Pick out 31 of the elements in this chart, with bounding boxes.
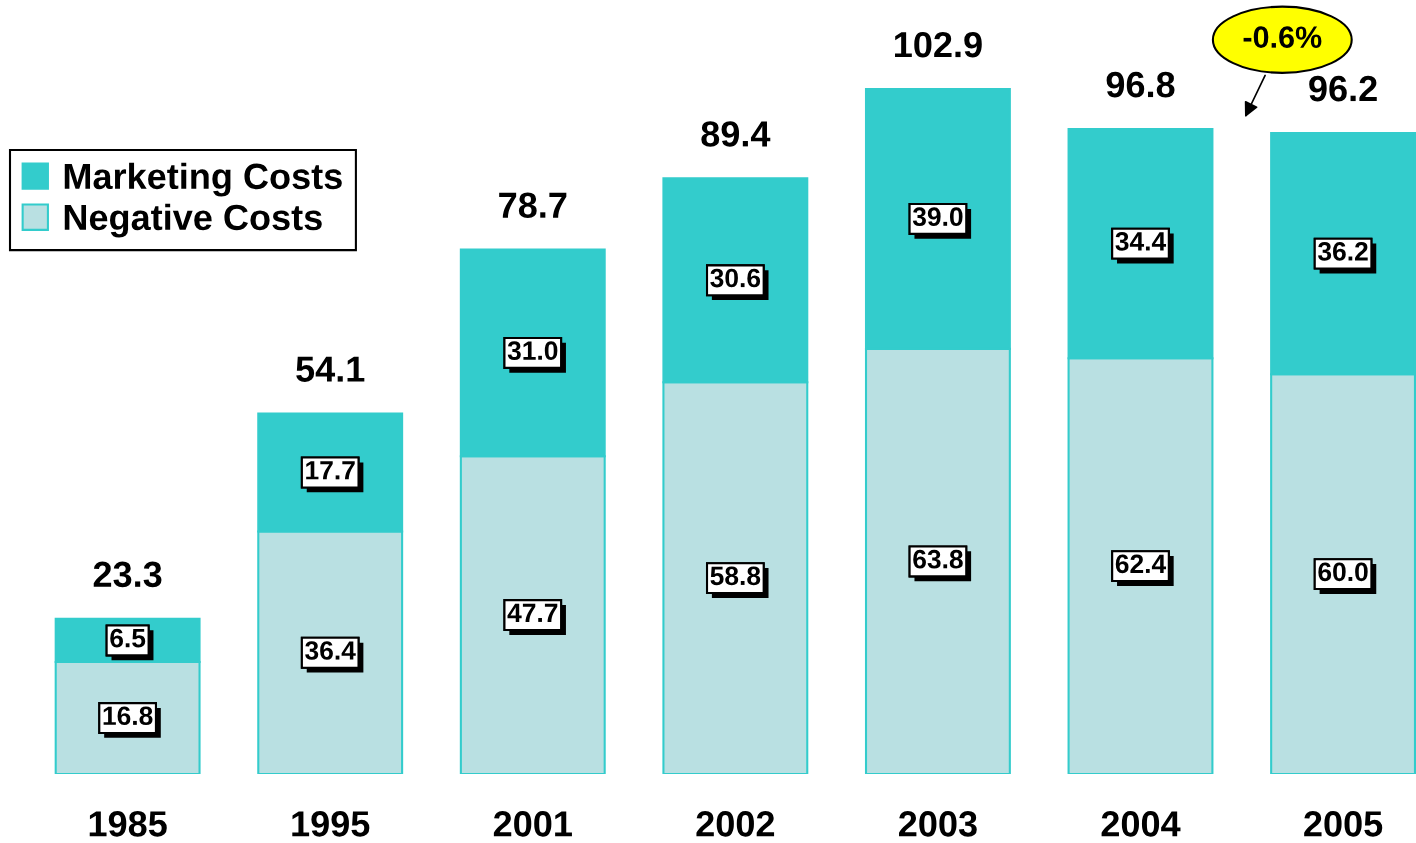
data-label: 30.6 bbox=[710, 268, 761, 288]
legend-label: Negative Costs bbox=[64, 203, 322, 238]
data-label: 36.2 bbox=[1318, 242, 1368, 261]
total-label: 54.1 bbox=[296, 356, 365, 382]
data-label: 31.0 bbox=[507, 341, 558, 361]
data-label: 47.7 bbox=[507, 603, 558, 622]
data-label: 16.8 bbox=[103, 706, 153, 726]
x-tick-label: 1985 bbox=[89, 811, 167, 837]
total-label: 96.2 bbox=[1309, 75, 1377, 102]
legend-label: Marketing Costs bbox=[64, 162, 342, 197]
data-label: 58.8 bbox=[710, 566, 761, 586]
data-label: 63.8 bbox=[913, 549, 963, 569]
total-label: 23.3 bbox=[93, 561, 162, 588]
x-tick-label: 2004 bbox=[1101, 811, 1181, 837]
total-label: 89.4 bbox=[701, 121, 771, 147]
x-tick-label: 1995 bbox=[292, 811, 370, 837]
text: -0.6% bbox=[1243, 26, 1322, 48]
x-tick-label: 2002 bbox=[696, 811, 775, 837]
data-label: 17.7 bbox=[306, 461, 355, 480]
x-tick-label: 2005 bbox=[1304, 811, 1383, 837]
total-label: 102.9 bbox=[895, 31, 982, 58]
total-label: 96.8 bbox=[1106, 71, 1175, 98]
data-label: 36.4 bbox=[305, 641, 356, 660]
data-label: 6.5 bbox=[110, 628, 146, 648]
data-label: 60.0 bbox=[1318, 562, 1368, 582]
data-label: 34.4 bbox=[1115, 232, 1167, 251]
data-label: 39.0 bbox=[912, 207, 963, 227]
x-tick-label: 2001 bbox=[493, 811, 572, 837]
total-label: 78.7 bbox=[499, 192, 567, 219]
data-label: 62.4 bbox=[1115, 554, 1167, 574]
x-tick-label: 2003 bbox=[899, 811, 977, 837]
